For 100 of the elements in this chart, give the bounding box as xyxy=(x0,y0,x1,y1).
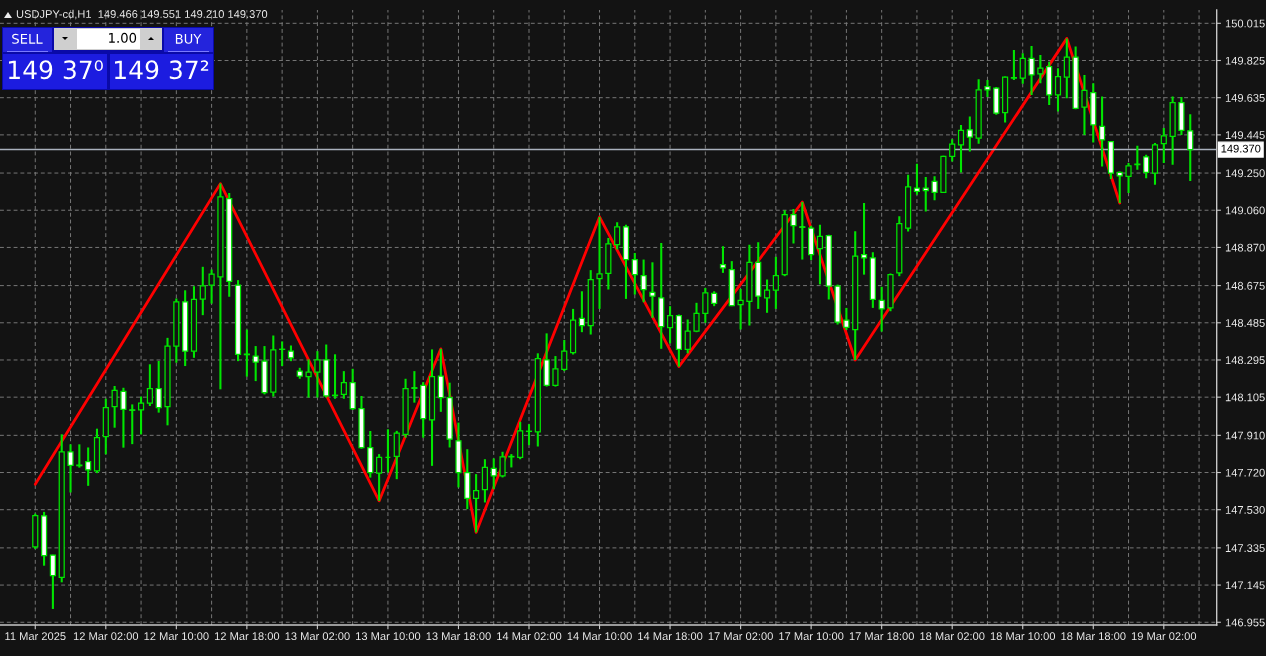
candlestick xyxy=(719,245,727,274)
chart-title: USDJPY-cd,H1 149.466 149.551 149.210 149.370 xyxy=(16,9,268,20)
x-tick-label: 17 Mar 02:00 xyxy=(708,632,773,641)
annotation: SELL xyxy=(12,33,43,44)
candlestick xyxy=(772,255,779,310)
candlestick xyxy=(499,450,506,479)
y-tick-label: 150.015 xyxy=(1225,19,1265,28)
candlestick xyxy=(843,306,850,332)
candlestick xyxy=(137,395,145,436)
y-tick-label: 148.485 xyxy=(1225,319,1265,327)
y-tick-label: 149.250 xyxy=(1225,169,1265,178)
x-tick-label: 13 Mar 10:00 xyxy=(356,632,421,641)
candlestick xyxy=(111,384,118,429)
candlestick xyxy=(860,201,868,276)
candlestick xyxy=(684,318,691,355)
candlestick xyxy=(799,200,806,261)
x-tick-label: 12 Mar 02:00 xyxy=(73,632,139,641)
candlestick xyxy=(252,345,259,383)
candlestick xyxy=(411,370,418,404)
candlestick xyxy=(146,363,153,408)
candlestick xyxy=(120,386,127,449)
candlestick xyxy=(314,350,321,399)
y-tick-label: 147.335 xyxy=(1225,544,1265,553)
candlestick xyxy=(640,258,647,304)
candlestick xyxy=(473,473,480,534)
annotation: 149 37² xyxy=(115,60,209,80)
y-tick-label: 148.675 xyxy=(1225,281,1265,290)
candlestick xyxy=(614,221,621,251)
candlestick xyxy=(1125,162,1132,195)
candlestick xyxy=(913,162,921,196)
candlestick xyxy=(208,268,215,305)
candlestick xyxy=(693,301,700,334)
candlestick xyxy=(702,286,709,324)
x-tick-label: 18 Mar 10:00 xyxy=(990,632,1056,641)
candlestick xyxy=(763,278,771,314)
candlestick xyxy=(490,457,497,491)
candlestick xyxy=(1143,153,1150,180)
candlestick xyxy=(376,453,383,502)
x-tick-label: 13 Mar 18:00 xyxy=(426,632,491,641)
candlestick xyxy=(340,370,347,400)
candlestick xyxy=(1187,113,1194,182)
candlestick xyxy=(561,338,568,373)
candlestick xyxy=(949,138,956,163)
candlestick xyxy=(305,358,312,399)
candlestick xyxy=(129,403,136,446)
y-tick-label: 147.145 xyxy=(1225,581,1265,590)
x-tick-label: 18 Mar 18:00 xyxy=(1061,632,1126,641)
candlestick xyxy=(1063,37,1070,100)
candlestick xyxy=(393,429,400,481)
candlestick xyxy=(816,223,824,286)
candlestick xyxy=(1054,67,1062,113)
candlestick xyxy=(666,305,674,345)
candlestick xyxy=(878,285,885,333)
y-tick-label: 148.295 xyxy=(1225,356,1265,365)
y-tick-label: 147.530 xyxy=(1225,505,1265,514)
x-tick-label: 14 Mar 02:00 xyxy=(497,632,562,641)
candlestick xyxy=(1028,44,1035,96)
candlestick xyxy=(76,443,83,469)
annotation: BUY xyxy=(175,34,202,44)
y-tick-label: 148.870 xyxy=(1225,243,1265,252)
candlestick xyxy=(649,261,656,319)
candlestick xyxy=(49,553,56,610)
y-tick-label: 147.720 xyxy=(1225,468,1265,477)
annotation: 1.00 xyxy=(109,32,137,43)
candlestick xyxy=(957,123,965,174)
y-tick-label: 149.635 xyxy=(1225,93,1265,102)
candlestick xyxy=(243,328,250,378)
candlestick xyxy=(199,265,206,317)
candlestick xyxy=(578,290,585,334)
candlestick xyxy=(922,175,929,213)
x-tick-label: 19 Mar 02:00 xyxy=(1131,632,1197,641)
candlestick xyxy=(984,78,991,99)
candlestick xyxy=(966,115,973,153)
candlestick xyxy=(1081,73,1088,136)
candlestick xyxy=(437,347,444,413)
candlestick xyxy=(1160,126,1167,165)
candlestick xyxy=(596,215,603,310)
candlestick xyxy=(155,359,162,414)
x-tick-label: 17 Mar 18:00 xyxy=(849,632,914,641)
x-tick-label: 11 Mar 2025 xyxy=(5,632,66,641)
candlestick xyxy=(790,208,797,245)
y-tick-label: 149.825 xyxy=(1225,56,1265,65)
y-tick-label: 146.955 xyxy=(1225,618,1265,627)
candlestick xyxy=(631,251,638,296)
candlestick xyxy=(1010,48,1018,81)
x-tick-label: 12 Mar 10:00 xyxy=(144,632,209,641)
ref-line-label: 149.370 xyxy=(1221,144,1261,153)
x-tick-label: 13 Mar 02:00 xyxy=(285,632,350,641)
x-tick-label: 14 Mar 10:00 xyxy=(567,632,632,641)
candlestick xyxy=(67,443,74,494)
candlestick xyxy=(552,355,559,388)
y-tick-label: 149.445 xyxy=(1225,131,1265,140)
candlestick xyxy=(1037,53,1044,85)
x-tick-label: 18 Mar 02:00 xyxy=(920,632,985,641)
candlestick xyxy=(1098,95,1106,168)
y-tick-label: 147.910 xyxy=(1225,431,1265,440)
y-tick-label: 149.060 xyxy=(1225,206,1265,215)
x-tick-label: 17 Mar 10:00 xyxy=(779,632,844,641)
x-tick-label: 14 Mar 18:00 xyxy=(638,632,703,641)
candlestick xyxy=(481,458,489,504)
